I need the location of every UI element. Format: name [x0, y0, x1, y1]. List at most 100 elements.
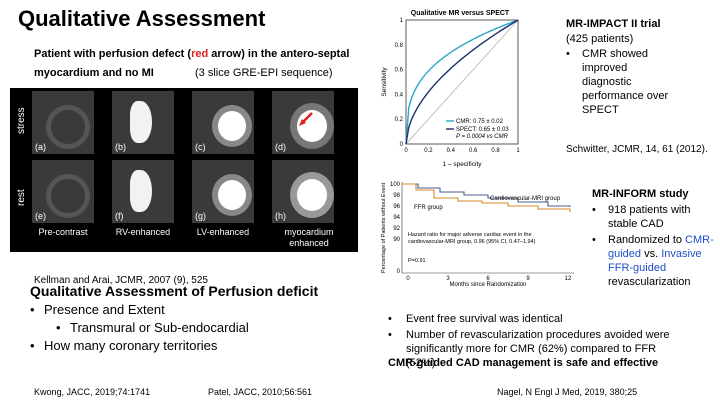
roc-x-tick: 0.2 [424, 148, 433, 154]
km-label-mri: Cardiovascular-MRI group [490, 196, 561, 202]
conclusion: CMR-guided CAD management is safe and ef… [388, 357, 659, 369]
panel-label: (f) [115, 211, 124, 221]
panel-label: (d) [275, 142, 286, 152]
roc-x-tick: 0.8 [491, 148, 500, 154]
km-y-tick: 90 [393, 237, 400, 243]
mri-panel-f: (f) [112, 160, 174, 223]
km-xlabel: Months since Randomization [449, 282, 526, 288]
inform-bullet-2: Randomized to CMR-guided vs. Invasive FF… [592, 233, 714, 289]
panel-label: (h) [275, 211, 286, 221]
patient-description: Patient with perfusion defect (red arrow… [34, 48, 364, 60]
inform-bullet-1: 918 patients with stable CAD [592, 203, 714, 231]
impact-heading: MR-IMPACT II trial [566, 18, 661, 30]
roc-curve-spect [405, 19, 519, 145]
schwitter-citation: Schwitter, JCMR, 14, 61 (2012). [566, 144, 708, 155]
subtitle-line2: myocardium and no MI [34, 67, 154, 79]
mri-panel-e: (e) [32, 160, 94, 223]
perfusion-defect-arrow-icon [299, 112, 313, 126]
roc-xlabel: 1 – specificity [442, 161, 482, 168]
km-x-tick: 3 [446, 276, 450, 282]
km-chart: Percentage of Patients without Event 100… [381, 182, 574, 288]
panel-label: (b) [115, 142, 126, 152]
km-hazard-text: Hazard ratio for major adverse cardiac e… [408, 232, 536, 245]
results-bullets: Event free survival was identical Number… [388, 312, 688, 370]
roc-x-tick: 0.4 [447, 148, 456, 154]
km-hazard-box: Hazard ratio for major adverse cardiac e… [408, 232, 536, 245]
km-y-tick: 100 [390, 182, 401, 188]
perfusion-bullets: Presence and Extent Transmural or Sub-en… [30, 301, 360, 355]
sequence-note: (3 slice GRE-EPI sequence) [195, 67, 333, 79]
impact-bullets: CMR showed improved diagnostic performan… [566, 47, 670, 117]
impact-patients: (425 patients) [566, 33, 634, 45]
km-y-tick: 96 [393, 204, 400, 210]
km-curve-ffr [402, 183, 571, 212]
roc-legend-spect: SPECT: 0.65 ± 0.03 [456, 127, 509, 133]
subtitle-red-word: red [191, 48, 209, 60]
perfusion-bullet: How many coronary territories [30, 337, 360, 355]
results-bullet-1: Event free survival was identical [388, 312, 688, 326]
km-x-tick: 0 [406, 276, 410, 282]
perfusion-bullet: Presence and Extent [30, 301, 360, 319]
footer-ref-nagel: Nagel, N Engl J Med, 2019, 380;25 [497, 387, 638, 397]
column-label-lv: LV-enhanced [196, 227, 250, 237]
roc-y-tick: 1 [400, 18, 404, 24]
footer-ref-patel: Patel, JACC, 2010;56:561 [208, 387, 313, 397]
inform-heading: MR-INFORM study [592, 188, 689, 200]
roc-x-tick: 0.6 [469, 148, 478, 154]
roc-legend-pvalue: P = 0.0004 vs CMR [456, 134, 509, 140]
kellman-citation: Kellman and Arai, JCMR, 2007 (9), 525 [34, 275, 208, 286]
mri-panel-a: (a) [32, 91, 94, 154]
inform-bullet-2-mid: vs. [641, 248, 662, 260]
column-label-pre-contrast: Pre-contrast [38, 227, 88, 237]
inform-cmr-guided: CMR-guided [608, 234, 714, 260]
mri-panel-h: (h) [272, 160, 334, 223]
mri-panel-c: (c) [192, 91, 254, 154]
km-pvalue: P=0.91 [408, 258, 426, 264]
roc-y-tick: 0.4 [395, 92, 404, 98]
roc-y-tick: 0.8 [395, 43, 404, 49]
perfusion-heading: Qualitative Assessment of Perfusion defi… [30, 283, 319, 299]
roc-chart: Qualitative MR versus SPECT 0 0.2 0.4 0.6 0.… [381, 10, 520, 168]
km-y-tick: 94 [393, 215, 400, 221]
inform-ffr-guided: Invasive FFR-guided [608, 248, 702, 274]
roc-plot-frame [405, 19, 519, 145]
panel-label: (e) [35, 211, 46, 221]
column-label-rv: RV-enhanced [115, 227, 171, 237]
roc-x-tick: 0 [404, 148, 408, 154]
km-y-tick: 0 [397, 269, 401, 275]
km-y-tick: 98 [393, 193, 400, 199]
subtitle-post: arrow) in the antero-septal [208, 48, 350, 60]
inform-bullet-2-pre: Randomized to [608, 234, 686, 246]
roc-x-tick: 1 [516, 148, 520, 154]
km-curve-mri [402, 183, 571, 207]
km-x-tick: 6 [486, 276, 490, 282]
subtitle-pre: Patient with perfusion defect ( [34, 48, 192, 60]
row-label-stress: stress [16, 107, 27, 134]
roc-ylabel: Sensitivity [381, 67, 388, 97]
km-x-tick: 12 [565, 276, 572, 282]
roc-y-tick: 0.2 [395, 117, 404, 123]
row-label-rest: rest [16, 189, 27, 206]
roc-curve-cmr [405, 19, 519, 145]
mri-figure: stress rest (a) (b) (c) (d) (e) (f) (g) … [10, 88, 358, 252]
footer-ref-kwong: Kwong, JACC, 2019;74:1741 [34, 387, 151, 397]
km-y-tick: 92 [393, 226, 400, 232]
panel-label: (c) [195, 142, 206, 152]
roc-diagonal [405, 19, 519, 145]
inform-bullet-2-post: revascularization [608, 276, 691, 288]
roc-title: Qualitative MR versus SPECT [411, 10, 510, 17]
inform-bullets: 918 patients with stable CAD Randomized … [592, 203, 714, 289]
mri-panel-b: (b) [112, 91, 174, 154]
panel-label: (g) [195, 211, 206, 221]
panel-label: (a) [35, 142, 46, 152]
mri-panel-d: (d) [272, 91, 334, 154]
column-label-myocardium: myocardium enhanced [284, 227, 334, 248]
roc-y-tick: 0 [400, 142, 404, 148]
km-label-ffr: FFR group [414, 205, 443, 211]
mri-panel-g: (g) [192, 160, 254, 223]
impact-bullet: CMR showed improved diagnostic performan… [566, 47, 670, 117]
results-bullet-2: Number of revascularization procedures a… [388, 328, 688, 370]
roc-y-tick: 0.6 [395, 68, 404, 74]
perfusion-sub-bullet: Transmural or Sub-endocardial [56, 319, 360, 337]
km-ylabel: Percentage of Patients without Event [381, 182, 387, 273]
